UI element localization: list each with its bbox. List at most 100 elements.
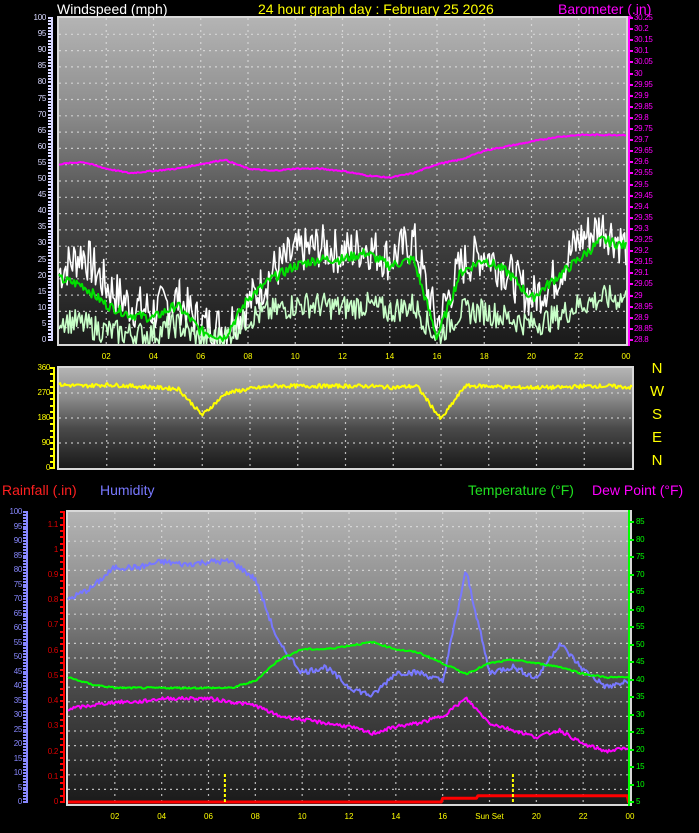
barometer-tick-mark xyxy=(628,83,633,86)
humidity-tick-mark xyxy=(23,542,28,545)
rain-humidity-x-tick: 22 xyxy=(578,812,588,821)
windspeed-tick-mark xyxy=(48,319,53,322)
windspeed-tick-mark xyxy=(48,206,53,209)
humidity-tick-mark xyxy=(23,540,28,542)
humidity-tick-mark xyxy=(23,537,28,540)
humidity-tick-mark xyxy=(23,627,28,629)
rainfall-tick: 0.5 xyxy=(47,670,59,680)
rainfall-tick: 0.1 xyxy=(47,771,59,781)
barometer-title: Barometer (.in) xyxy=(558,1,652,17)
humidity-tick-mark xyxy=(23,769,28,772)
rain-humidity-x-tick: 14 xyxy=(391,812,401,821)
barometer-tick: 29.75 xyxy=(634,124,653,134)
humidity-tick-mark xyxy=(23,789,28,792)
humidity-tick-mark xyxy=(23,574,28,577)
humidity-tick-mark xyxy=(23,760,28,763)
windspeed-tick-mark xyxy=(48,68,53,71)
humidity-tick-mark xyxy=(23,745,28,748)
windspeed-tick-mark xyxy=(48,271,53,274)
windspeed-tick: 20 xyxy=(37,270,47,280)
windspeed-tick-mark xyxy=(48,326,53,329)
temperature-tick-mark xyxy=(628,696,634,699)
barometer-tick: 29.35 xyxy=(634,212,653,222)
compass-n-top: N xyxy=(651,360,663,377)
humidity-tick-mark xyxy=(23,586,28,589)
windspeed-tick: 35 xyxy=(37,222,47,232)
rainfall-tick: 0.6 xyxy=(47,645,59,655)
compass-n-bottom: N xyxy=(651,452,663,469)
barometer-tick-mark xyxy=(628,194,633,197)
humidity-tick: 85 xyxy=(13,550,23,560)
humidity-tick-mark xyxy=(23,786,28,789)
rainfall-tick-mark xyxy=(60,681,65,684)
temperature-tick-mark xyxy=(628,573,634,576)
rainfall-tick-mark xyxy=(60,750,65,753)
wind-direction-tick-mark xyxy=(50,367,55,369)
humidity-tick-mark xyxy=(23,557,28,560)
humidity-tick-mark xyxy=(23,650,28,653)
humidity-tick-mark xyxy=(23,513,28,516)
temperature-tick-mark xyxy=(628,678,634,681)
humidity-tick-mark xyxy=(23,635,28,638)
windspeed-tick-mark xyxy=(48,226,53,229)
rainfall-tick-mark xyxy=(60,700,65,703)
humidity-tick-mark xyxy=(23,780,28,783)
humidity-tick-mark xyxy=(23,621,28,624)
windspeed-x-tick: 00 xyxy=(621,352,631,361)
humidity-tick-mark xyxy=(23,667,28,670)
rainfall-tick-mark xyxy=(60,719,65,722)
rainfall-tick-mark xyxy=(60,586,65,589)
windspeed-tick: 80 xyxy=(37,77,47,87)
barometer-tick: 29.65 xyxy=(634,146,653,156)
windspeed-tick-mark xyxy=(48,20,53,23)
windspeed-x-tick: 18 xyxy=(479,352,489,361)
windspeed-tick: 0 xyxy=(41,335,46,344)
rainfall-tick-mark xyxy=(60,605,65,608)
humidity-tick-mark xyxy=(23,516,28,519)
temperature-tick: 85 xyxy=(636,517,645,527)
barometer-tick: 29.5 xyxy=(634,179,649,189)
barometer-tick-mark xyxy=(628,183,633,186)
windspeed-tick-mark xyxy=(48,248,53,251)
humidity-tick: 55 xyxy=(13,637,23,647)
windspeed-tick: 30 xyxy=(37,238,47,248)
windspeed-tick-mark xyxy=(48,297,53,300)
temperature-tick: 20 xyxy=(636,744,645,754)
rainfall-tick-mark xyxy=(60,649,65,652)
barometer-tick-mark xyxy=(628,39,633,42)
windspeed-tick-mark xyxy=(48,165,53,168)
humidity-tick-mark xyxy=(23,531,28,534)
windspeed-tick-mark xyxy=(48,58,53,61)
windspeed-tick-mark xyxy=(48,213,53,216)
temperature-tick: 35 xyxy=(636,692,645,702)
rainfall-tick: 1 xyxy=(53,544,58,554)
barometer-tick: 28.85 xyxy=(634,323,653,333)
temperature-tick-mark xyxy=(628,643,634,646)
humidity-tick-mark xyxy=(23,554,28,557)
windspeed-tick-mark xyxy=(48,313,53,316)
windspeed-tick-mark xyxy=(48,113,53,116)
compass-s: S xyxy=(651,406,662,423)
wind-direction-tick-mark xyxy=(50,435,55,438)
rain-humidity-x-tick: 06 xyxy=(204,812,213,821)
windspeed-tick-mark xyxy=(48,239,53,242)
barometer-tick: 29.2 xyxy=(634,246,649,256)
humidity-tick-mark xyxy=(23,580,28,583)
windspeed-x-tick: 20 xyxy=(527,352,536,361)
barometer-tick: 29.25 xyxy=(634,235,653,245)
rainfall-tick-mark xyxy=(60,574,65,577)
humidity-tick-mark xyxy=(23,716,28,719)
windspeed-tick-mark xyxy=(48,139,53,142)
humidity-tick-mark xyxy=(23,702,28,705)
barometer-tick-mark xyxy=(628,261,633,264)
temperature-tick-mark xyxy=(628,591,634,594)
humidity-tick: 10 xyxy=(13,768,23,777)
barometer-tick-mark xyxy=(628,339,633,341)
windspeed-tick-mark xyxy=(48,26,53,29)
humidity-tick-mark xyxy=(23,734,28,737)
rainfall-tick: 0.9 xyxy=(47,570,59,580)
humidity-tick-mark xyxy=(23,598,28,600)
windspeed-tick-mark xyxy=(48,23,53,26)
temperature-tick-mark xyxy=(628,626,634,629)
barometer-tick-mark xyxy=(628,50,633,53)
